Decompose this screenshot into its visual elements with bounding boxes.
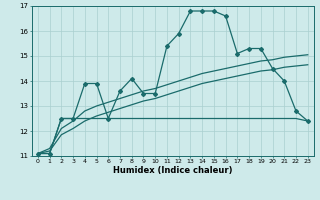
X-axis label: Humidex (Indice chaleur): Humidex (Indice chaleur) (113, 166, 233, 175)
